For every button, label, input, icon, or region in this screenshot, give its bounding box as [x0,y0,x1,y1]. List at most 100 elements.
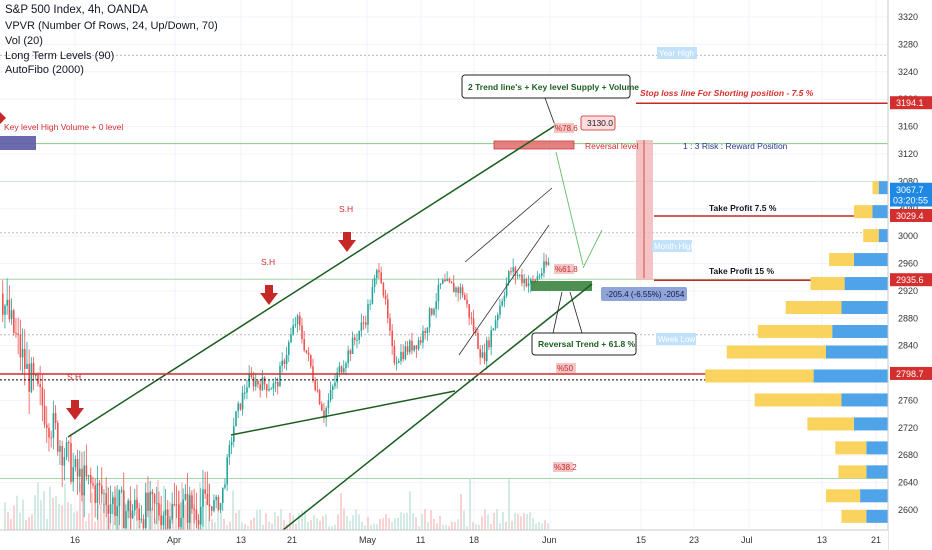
candle-body [123,490,125,529]
volume-bar [334,524,336,530]
price-tick-label: 3320 [898,12,918,22]
trend-line-1[interactable] [67,124,557,438]
indicator-long-term-levels[interactable]: Long Term Levels (90) [5,50,115,62]
candle-body [30,363,33,392]
volume-bar [151,507,153,530]
candle-body [329,390,332,401]
time-tick-label: 18 [469,535,479,545]
candle-body [272,383,275,389]
candle-body [321,404,323,411]
vpvr-down-bar [853,253,888,267]
price-tick-label: 2680 [898,450,918,460]
vpvr-down-bar [878,181,888,195]
vpvr-down-bar [841,301,888,315]
volume-bar [493,512,495,530]
volume-bar [232,490,234,530]
candle-body [404,346,407,360]
volume-bar [208,483,210,530]
volume-bar [97,504,99,530]
candle-body [442,279,444,284]
candle-body [10,310,13,320]
candle-body [156,503,158,505]
volume-bar [70,503,72,530]
price-badge: 3029.4 [896,211,924,221]
trend-line-2[interactable] [230,390,456,436]
candle-body [497,314,499,321]
candle-body [35,374,37,376]
price-tag-text: 3130.0 [587,118,613,128]
candle-body [446,278,448,282]
candle-body [516,275,519,277]
candle-body [28,363,30,392]
candle-body [413,345,415,351]
volume-bar [391,521,393,530]
candle-body [186,493,189,523]
volume-bar [139,517,141,530]
channel-line-1[interactable] [458,224,550,356]
volume-bar [100,503,102,530]
volume-bar [121,488,123,530]
chart-title[interactable]: S&P 500 Index, 4h, OANDA [5,4,148,16]
reversal-trend-box [531,332,637,356]
volume-bar [475,524,477,530]
volume-bar [247,525,249,530]
trend-line-3[interactable] [282,283,593,531]
indicator-autofibo[interactable]: AutoFibo (2000) [5,64,84,76]
volume-bar [370,524,372,530]
price-tick-label: 3240 [898,67,918,77]
candle-body [180,517,182,527]
candle-body [310,355,312,367]
candle-body [472,318,475,331]
price-badge-bg [890,193,932,207]
candle-body [277,382,279,387]
volume-bar [115,488,117,530]
candle-body [455,287,457,293]
vpvr-down-bar [866,441,888,455]
volume-bar [514,512,516,530]
indicator-vpvr[interactable]: VPVR (Number Of Rows, 24, Up/Down, 70) [5,20,218,32]
price-tick-label: 2920 [898,286,918,296]
volume-bar [262,524,264,530]
volume-bar [406,512,408,530]
candle-body [409,340,411,353]
candle-body [226,457,228,485]
candle-body [127,500,129,512]
price-badge: 03:20:55 [893,196,928,206]
time-tick-label: 13 [817,535,827,545]
candle-body [15,332,17,334]
channel-line-2[interactable] [464,187,553,263]
candle-body [543,261,545,274]
candle-body [523,279,525,284]
volume-bar [316,518,318,530]
candle-body [505,282,508,296]
take-profit-1-label: Take Profit 7.5 % [709,203,777,213]
volume-bar [238,510,240,530]
vpvr-down-bar [826,345,888,359]
candle-body [371,287,374,304]
candle-body [492,328,495,331]
volume-bar [379,518,381,530]
volume-bar [124,502,126,530]
volume-bar [430,510,432,530]
candle-body [173,504,176,506]
volume-bar [469,478,471,530]
candle-body [160,515,162,526]
candle-body [356,339,358,341]
candle-body [384,295,387,300]
volume-bar [265,513,267,530]
candle-body [250,373,253,378]
candle-body [376,270,378,278]
price-tag-box [580,115,616,131]
candle-body [343,368,345,373]
volume-bar [373,523,375,530]
candle-body [17,333,19,335]
volume-bar [277,515,279,530]
swing-high-label: S.H [67,372,81,382]
level-label-bg [652,240,692,252]
volume-bar [64,483,66,530]
indicator-vol[interactable]: Vol (20) [5,35,43,47]
vpvr-up-bar [785,301,842,315]
volume-bar [4,502,6,530]
candle-body [488,340,490,348]
